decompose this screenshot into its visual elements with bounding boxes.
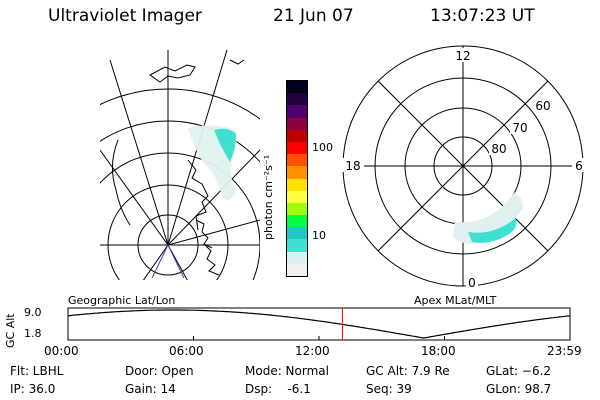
mode-value: Mode: Normal bbox=[245, 364, 329, 378]
colorbar-band bbox=[287, 239, 307, 252]
gc-alt-top-tick: 9.0 bbox=[24, 306, 42, 319]
mlt-label-6: 6 bbox=[575, 159, 583, 173]
mlat-label-80: 80 bbox=[491, 142, 506, 156]
colorbar-tick-100: 100 bbox=[312, 141, 333, 154]
colorbar-band bbox=[287, 227, 307, 240]
x-tick-18: 18:00 bbox=[421, 344, 456, 358]
altitude-curve bbox=[67, 309, 571, 339]
colorbar-band bbox=[287, 263, 307, 276]
colorbar-band bbox=[287, 251, 307, 264]
colorbar-band bbox=[287, 215, 307, 228]
filter-value: Flt: LBHL bbox=[10, 364, 64, 378]
x-tick-12: 12:00 bbox=[295, 344, 330, 358]
mlt-label-12: 12 bbox=[455, 49, 470, 63]
colorbar-band bbox=[287, 154, 307, 167]
ip-value: IP: 36.0 bbox=[10, 382, 56, 396]
apex-panel-label: Apex MLat/MLT bbox=[414, 294, 497, 307]
geo-panel-label: Geographic Lat/Lon bbox=[68, 294, 176, 307]
x-tick-06: 06:00 bbox=[169, 344, 204, 358]
mlat-label-70: 70 bbox=[512, 121, 527, 135]
mlat-label-60: 60 bbox=[535, 99, 550, 113]
sequence-value: Seq: 39 bbox=[366, 382, 412, 396]
x-tick-2359: 23:59 bbox=[547, 344, 582, 358]
colorbar-tick-10: 10 bbox=[312, 229, 326, 242]
colorbar-band bbox=[287, 117, 307, 130]
gc-alt-bottom-tick: 1.8 bbox=[24, 327, 42, 340]
door-status: Door: Open bbox=[125, 364, 194, 378]
dsp-value: Dsp: -6.1 bbox=[245, 382, 311, 396]
auroral-emission-polar bbox=[453, 192, 523, 244]
glon-value: GLon: 98.7 bbox=[486, 382, 552, 396]
observation-time: 13:07:23 UT bbox=[430, 6, 535, 26]
colorbar-band bbox=[287, 93, 307, 106]
observation-date: 21 Jun 07 bbox=[273, 6, 354, 26]
instrument-title: Ultraviolet Imager bbox=[48, 6, 202, 26]
colorbar-band bbox=[287, 166, 307, 179]
mlt-label-0: 0 bbox=[468, 276, 476, 290]
colorbar-band bbox=[287, 178, 307, 191]
auroral-emission-map bbox=[188, 125, 237, 201]
colorbar-band bbox=[287, 81, 307, 94]
colorbar-band bbox=[287, 105, 307, 118]
colorbar-band bbox=[287, 129, 307, 142]
gc-alt-value: GC Alt: 7.9 Re bbox=[366, 364, 450, 378]
gain-value: Gain: 14 bbox=[125, 382, 176, 396]
colorbar bbox=[286, 80, 308, 277]
colorbar-band bbox=[287, 190, 307, 203]
colorbar-band bbox=[287, 202, 307, 216]
colorbar-band bbox=[287, 141, 307, 155]
glat-value: GLat: −6.2 bbox=[486, 364, 552, 378]
mlt-label-18: 18 bbox=[345, 159, 360, 173]
x-tick-00: 00:00 bbox=[44, 344, 79, 358]
